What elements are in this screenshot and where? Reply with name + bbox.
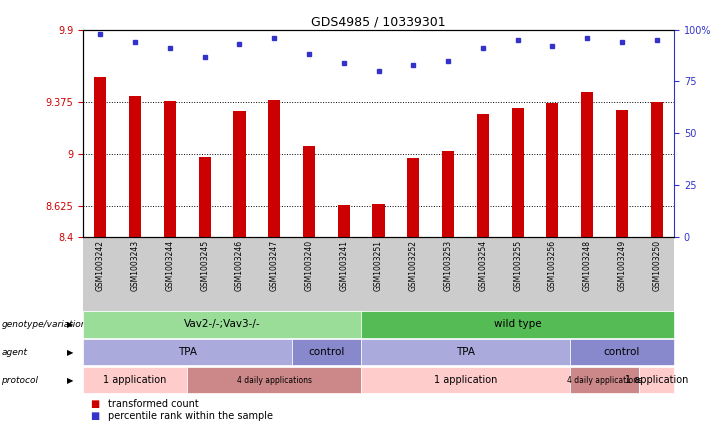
Bar [198,157,211,237]
Text: Vav2-/-;Vav3-/-: Vav2-/-;Vav3-/- [184,319,260,329]
Bar [581,92,593,237]
Bar [234,111,245,237]
Bar [547,103,559,237]
Text: 1 application: 1 application [625,375,689,385]
Bar [442,151,454,237]
Text: ■: ■ [90,411,99,420]
Text: protocol: protocol [1,376,38,385]
Bar [407,158,420,237]
Bar [94,77,107,237]
Text: control: control [603,347,640,357]
Text: ■: ■ [90,399,99,409]
Title: GDS4985 / 10339301: GDS4985 / 10339301 [311,16,446,28]
Text: ▶: ▶ [66,376,74,385]
Text: TPA: TPA [456,347,475,357]
Text: transformed count: transformed count [108,399,199,409]
Text: genotype/variation: genotype/variation [1,320,87,329]
Text: 1 application: 1 application [434,375,497,385]
Text: 4 daily applications: 4 daily applications [236,376,311,385]
Bar [373,204,384,237]
Bar [129,96,141,237]
Text: agent: agent [1,348,27,357]
Bar [616,110,628,237]
Bar [268,100,280,237]
Text: wild type: wild type [494,319,541,329]
Bar [337,205,350,237]
Bar [303,146,315,237]
Text: 4 daily applications: 4 daily applications [567,376,642,385]
Bar [164,102,176,237]
Text: percentile rank within the sample: percentile rank within the sample [108,411,273,420]
Text: 1 application: 1 application [103,375,167,385]
Text: ▶: ▶ [66,320,74,329]
Bar [650,102,663,237]
Text: control: control [308,347,345,357]
Text: ▶: ▶ [66,348,74,357]
Bar [477,114,489,237]
Bar [512,108,523,237]
Text: TPA: TPA [178,347,197,357]
